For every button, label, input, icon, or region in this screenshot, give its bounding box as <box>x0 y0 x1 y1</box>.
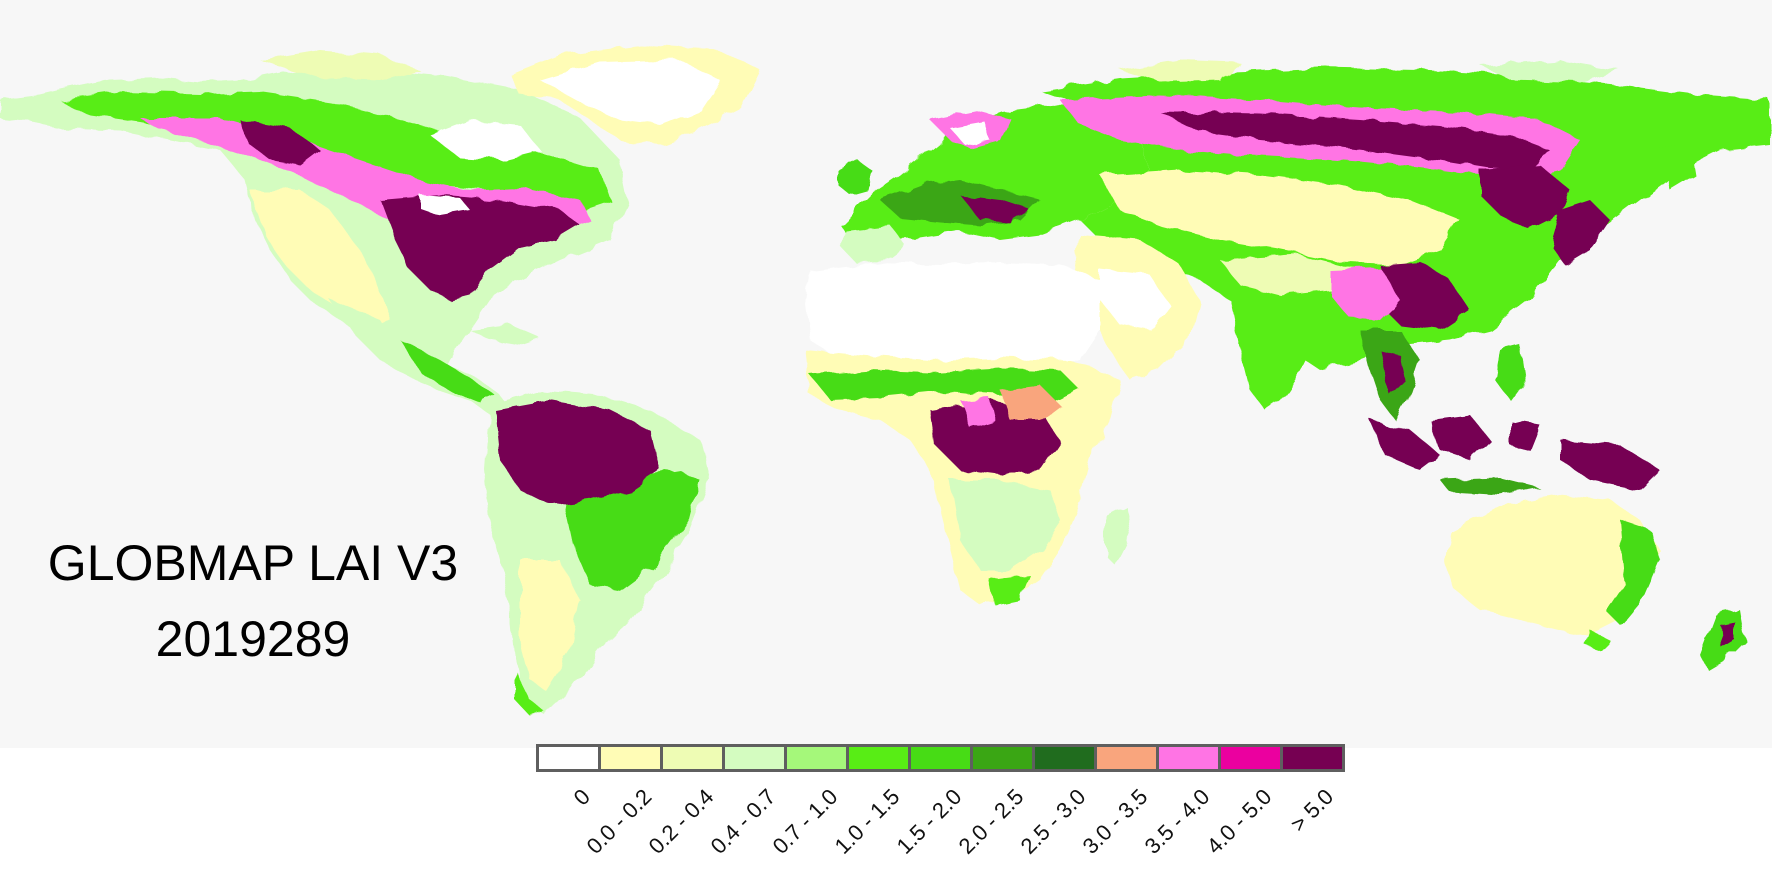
north-america <box>0 68 628 418</box>
legend-label: 0.2 - 0.4 <box>643 784 718 859</box>
south-america <box>485 390 710 716</box>
legend-swatch <box>849 747 908 769</box>
legend-swatch <box>973 747 1032 769</box>
legend-swatch <box>1221 747 1280 769</box>
legend-label: 3.5 - 4.0 <box>1139 784 1214 859</box>
legend-swatch <box>539 747 598 769</box>
legend-label: 0.4 - 0.7 <box>705 784 780 859</box>
legend-label: 0.0 - 0.2 <box>581 784 656 859</box>
legend-swatch <box>1035 747 1094 769</box>
asia <box>1040 68 1770 420</box>
world-lai-map <box>0 45 1770 716</box>
legend-label: 2.5 - 3.0 <box>1015 784 1090 859</box>
legend-labels: 0 0.0 - 0.2 0.2 - 0.4 0.4 - 0.7 0.7 - 1.0 1.0… <box>536 784 1346 884</box>
legend-swatch <box>601 747 660 769</box>
africa <box>805 262 1130 605</box>
legend-label: 0 <box>568 784 595 811</box>
map-title: GLOBMAP LAI V3 2019289 <box>18 538 488 664</box>
product-title: GLOBMAP LAI V3 <box>47 535 459 591</box>
map-canvas <box>0 45 1770 716</box>
legend-label: 0.7 - 1.0 <box>767 784 842 859</box>
legend-label: 3.0 - 3.5 <box>1077 784 1152 859</box>
europe <box>838 105 1150 262</box>
legend-label: 1.5 - 2.0 <box>891 784 966 859</box>
legend-swatch <box>787 747 846 769</box>
australia <box>1445 495 1745 670</box>
legend-swatch <box>1283 747 1342 769</box>
legend-swatch <box>1159 747 1218 769</box>
greenland <box>510 45 760 145</box>
legend-swatch <box>1097 747 1156 769</box>
arctic-islands <box>260 50 1620 82</box>
legend-swatch <box>725 747 784 769</box>
legend-label: 1.0 - 1.5 <box>829 784 904 859</box>
legend-label: 4.0 - 5.0 <box>1201 784 1276 859</box>
legend-label: > 5.0 <box>1285 784 1338 837</box>
maritime-se-asia <box>1370 345 1660 495</box>
legend-label: 2.0 - 2.5 <box>953 784 1028 859</box>
legend-swatch <box>663 747 722 769</box>
date-code: 2019289 <box>155 611 351 667</box>
legend-colorbar <box>536 744 1345 772</box>
legend-swatch <box>911 747 970 769</box>
